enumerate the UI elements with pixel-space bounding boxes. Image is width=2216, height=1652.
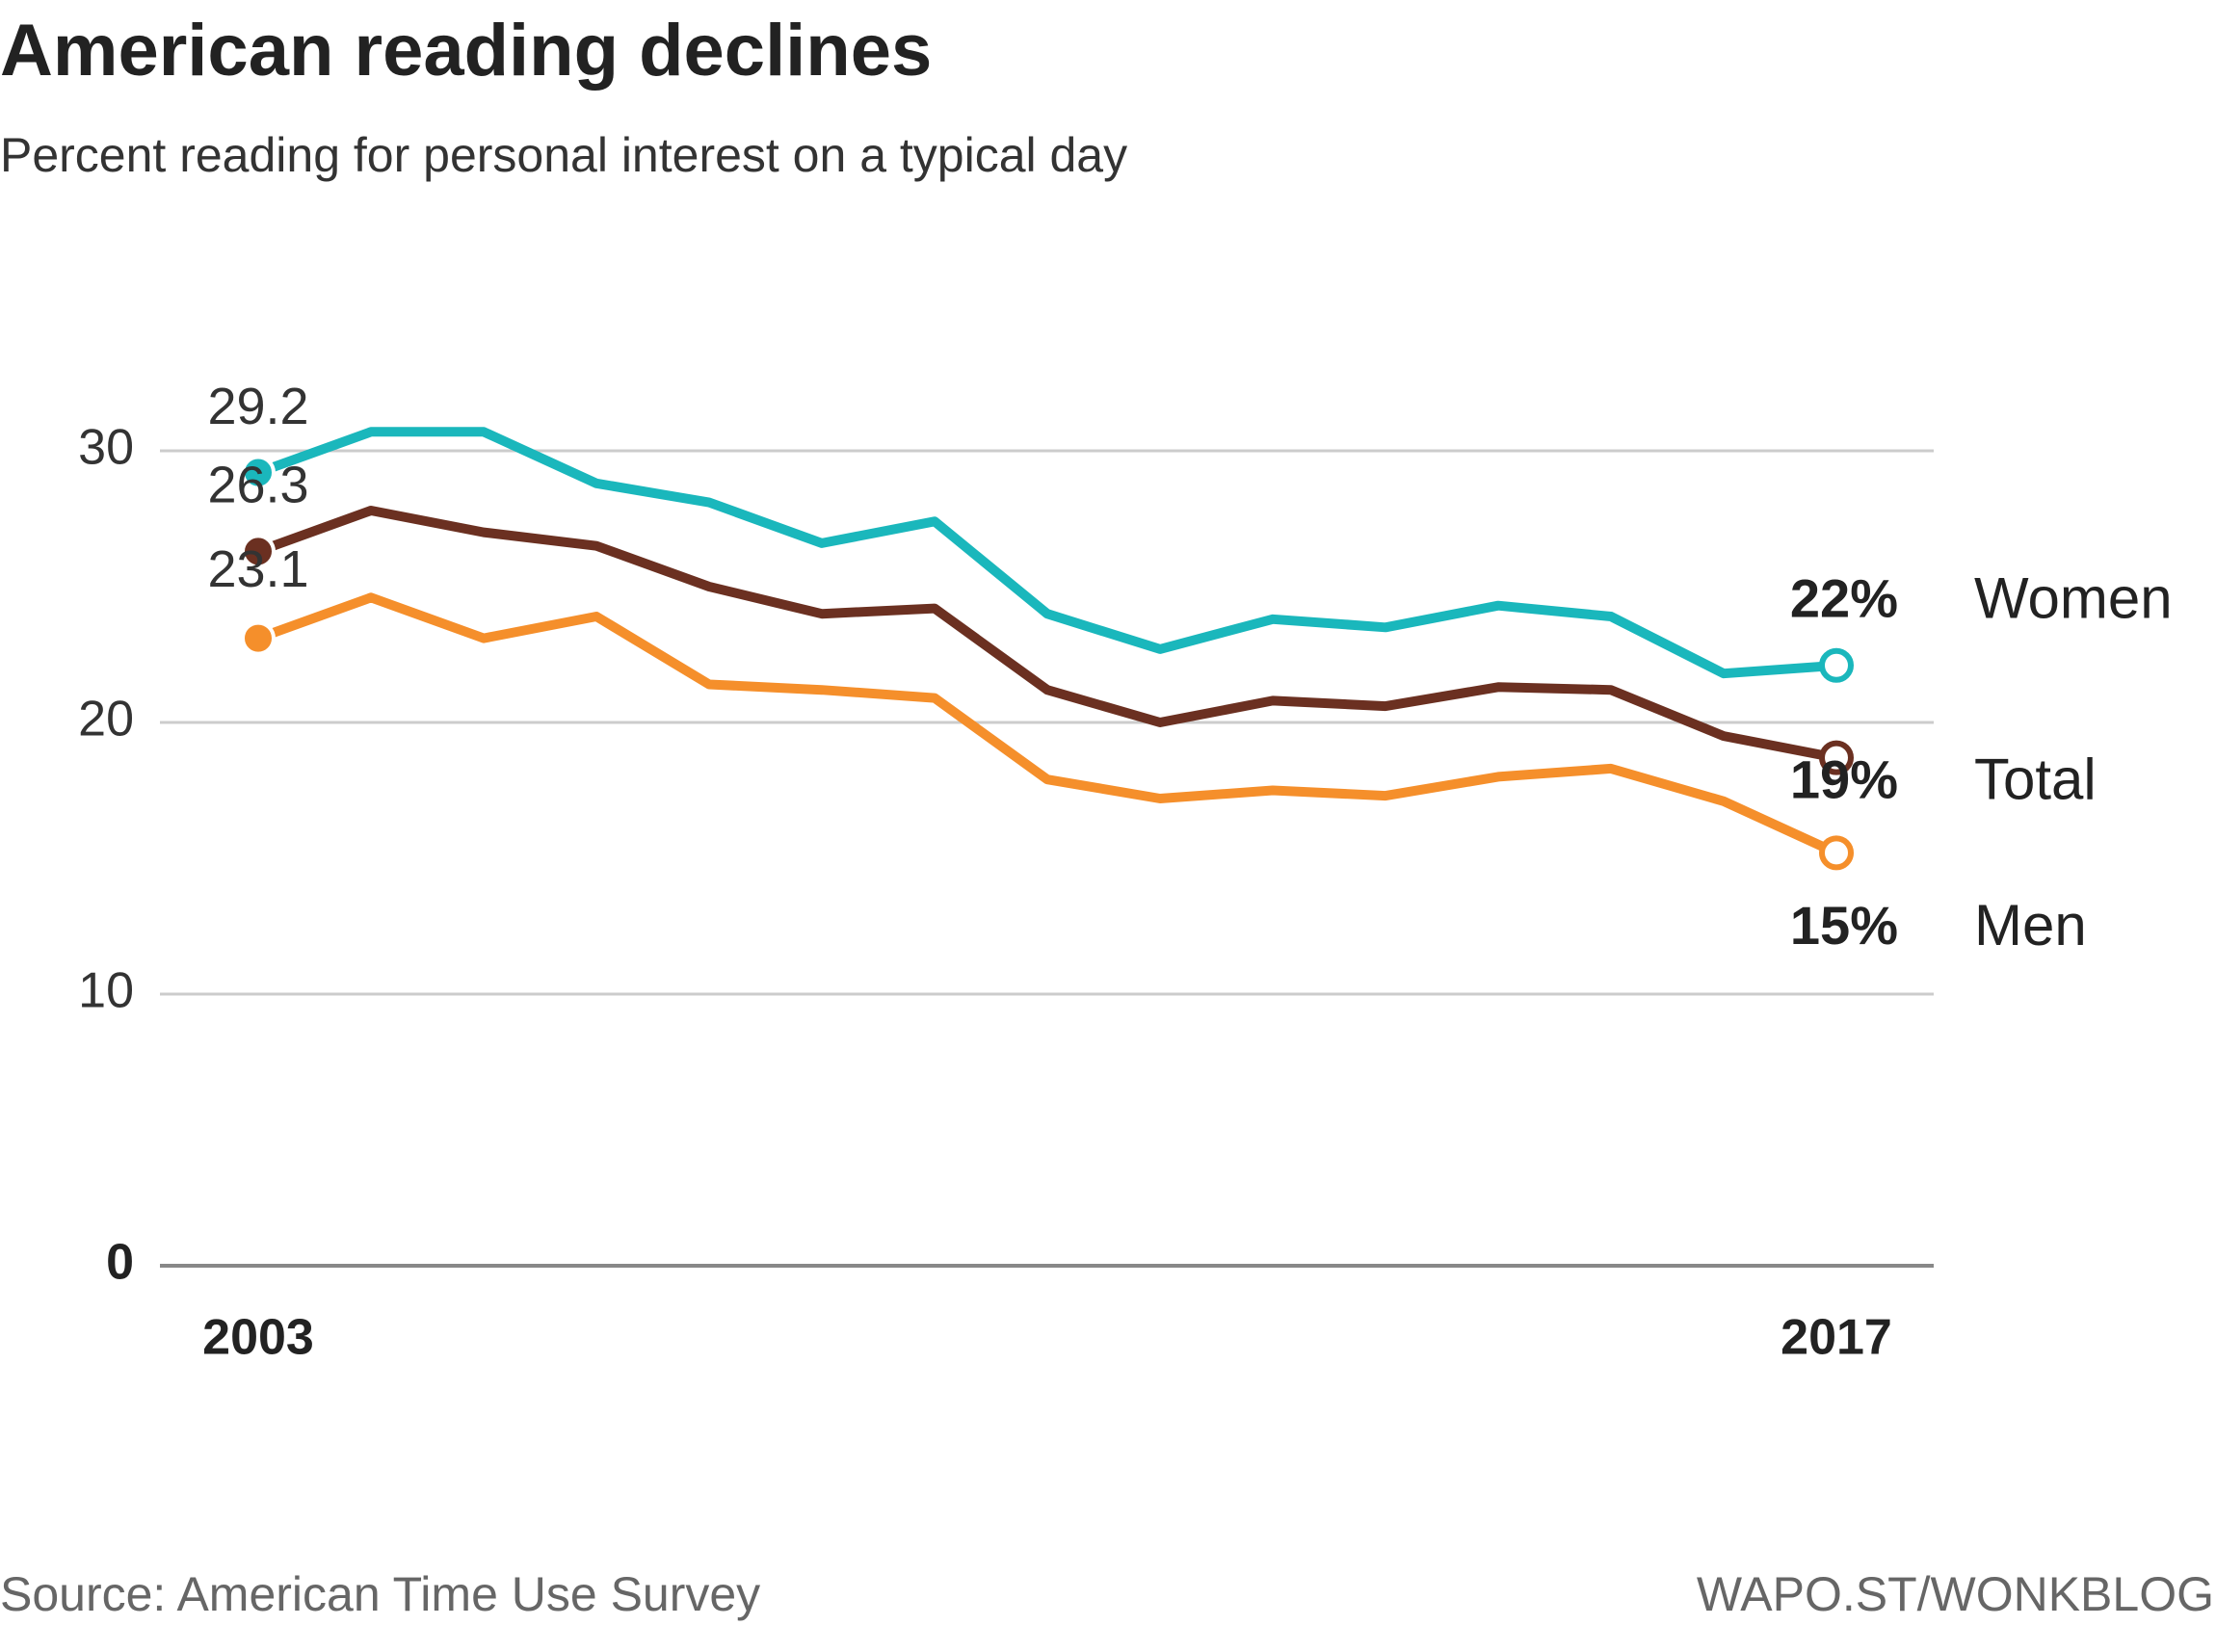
legend-label: Men	[1974, 893, 2087, 957]
chart-subtitle: Percent reading for personal interest on…	[0, 128, 1127, 182]
start-label: 23.1	[207, 540, 308, 598]
source: Source: American Time Use Survey	[0, 1567, 760, 1621]
start-label: 26.3	[207, 457, 308, 514]
legend-label: Women	[1974, 566, 2173, 631]
start-point	[241, 620, 276, 656]
series-line	[253, 592, 1841, 858]
series-line	[253, 506, 1841, 763]
y-tick-label: 30	[78, 420, 134, 476]
lines	[253, 427, 1841, 858]
end-point	[1819, 647, 1854, 683]
start-point	[241, 455, 276, 490]
end-value-label: 15%	[1790, 895, 1898, 956]
legend-label: Total	[1974, 747, 2097, 812]
end-point	[1819, 740, 1854, 775]
y-tick-label: 20	[78, 692, 134, 747]
end-value-label: 19%	[1790, 748, 1898, 809]
credit: WAPO.ST/WONKBLOG	[1697, 1567, 2214, 1621]
y-tick-label: 0	[106, 1235, 134, 1291]
x-tick-label: 2017	[1781, 1310, 1892, 1366]
end-point	[1819, 835, 1854, 871]
end-value-label: 22%	[1790, 568, 1898, 629]
chart-title: American reading declines	[0, 10, 932, 92]
start-label: 29.2	[207, 378, 308, 435]
y-tick-label: 10	[78, 963, 134, 1019]
series-line	[253, 427, 1841, 679]
start-point	[241, 534, 276, 569]
x-tick-label: 2003	[202, 1310, 314, 1366]
